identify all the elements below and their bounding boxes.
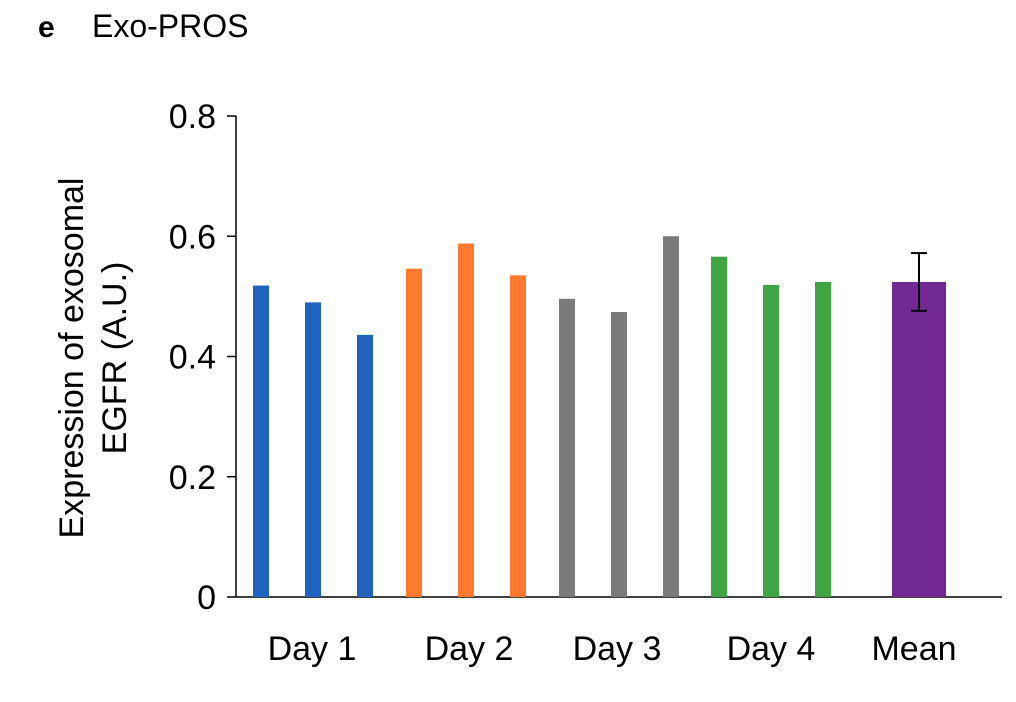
bar-day-4-1 [711,256,727,597]
y-tick-label: 0.6 [169,218,216,256]
bar-mean-1 [892,281,946,597]
y-axis-label-line-1: Expression of exosomal [53,178,91,539]
bar-day-4-3 [815,281,831,597]
bar-day-1-3 [357,334,373,597]
error-bars [911,252,927,312]
x-category-label: Mean [871,630,956,668]
y-tick-label: 0 [197,579,216,617]
x-labels: Day 1 Day 2 Day 3 Day 4 Mean [268,630,957,668]
x-category-label: Day 1 [268,630,357,668]
y-tick-label: 0.4 [169,339,216,377]
bar-day-2-3 [510,275,526,597]
y-tick-label: 0.8 [169,98,216,136]
chart-title: Exo-PROS [92,8,248,44]
panel-letter: e [38,11,55,44]
y-ticks: 0 0.2 0.4 0.6 0.8 [169,98,236,617]
bar-day-2-2 [458,243,474,597]
x-category-label: Day 3 [573,630,662,668]
y-axis-label: Expression of exosomal EGFR (A.U.) [53,178,134,539]
bar-day-1-2 [305,302,321,597]
bar-day-4-2 [763,284,779,597]
bar-day-3-1 [559,298,575,597]
bar-day-2-1 [406,268,422,597]
y-axis-label-line-2: EGFR (A.U.) [96,262,134,455]
bar-day-1-1 [253,285,269,597]
bar-day-3-2 [611,312,627,597]
bar-day-3-3 [663,236,679,597]
y-tick-label: 0.2 [169,459,216,497]
bars [253,236,946,597]
x-category-label: Day 2 [425,630,514,668]
x-category-label: Day 4 [727,630,816,668]
